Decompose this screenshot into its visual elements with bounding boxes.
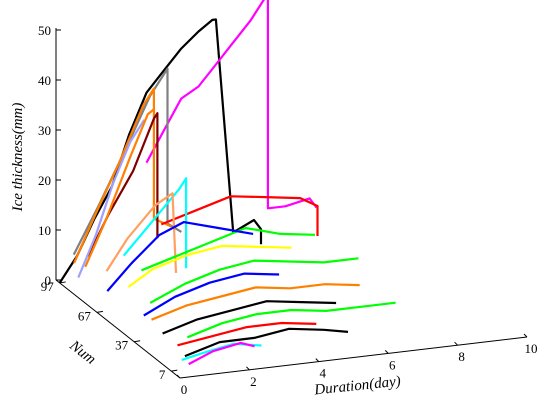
y-axis-title: Num bbox=[66, 337, 99, 368]
series-line-18 bbox=[177, 321, 317, 347]
series-line-8 bbox=[122, 177, 188, 269]
series-line-1 bbox=[145, 0, 318, 210]
x-tick-label: 10 bbox=[525, 341, 538, 356]
z-tick-label: 0 bbox=[45, 273, 52, 288]
series-line-16 bbox=[162, 300, 337, 335]
z-tick-label: 40 bbox=[38, 73, 51, 88]
series-line-10 bbox=[141, 226, 316, 272]
axes bbox=[55, 28, 528, 379]
x-tick-label: 6 bbox=[389, 357, 396, 372]
series-line-6 bbox=[77, 119, 146, 279]
x-tick-label: 4 bbox=[320, 366, 327, 381]
series-line-21 bbox=[188, 341, 255, 366]
x-tick-mark bbox=[384, 350, 389, 354]
series-line-17 bbox=[186, 301, 396, 339]
series-line-9 bbox=[105, 192, 178, 273]
y-tick-label: 97 bbox=[41, 279, 55, 294]
y-tick-mark bbox=[59, 281, 66, 284]
y-tick-label: 7 bbox=[159, 367, 166, 382]
series-line-12 bbox=[127, 244, 292, 288]
x-tick-mark bbox=[523, 333, 528, 338]
series-layer bbox=[58, 0, 396, 366]
series-line-14 bbox=[143, 272, 280, 317]
series-line-13 bbox=[149, 257, 359, 304]
y-tick-label: 37 bbox=[115, 338, 129, 353]
x-tick-mark bbox=[246, 366, 250, 371]
y-tick-mark bbox=[134, 340, 141, 343]
z-tick-label: 20 bbox=[38, 173, 51, 188]
y-tick-label: 67 bbox=[78, 308, 92, 323]
series-line-11 bbox=[106, 221, 254, 292]
series-line-7 bbox=[84, 107, 156, 268]
x-tick-mark bbox=[176, 374, 181, 379]
series-line-19 bbox=[184, 327, 349, 358]
series-line-15 bbox=[151, 283, 360, 321]
y-tick-mark bbox=[171, 369, 178, 372]
x-tick-label: 8 bbox=[458, 349, 465, 364]
series-line-5 bbox=[160, 195, 319, 236]
x-tick-label: 0 bbox=[181, 382, 188, 397]
x-tick-mark bbox=[454, 341, 458, 346]
z-axis-title: Ice thickness(mm) bbox=[10, 103, 26, 213]
x-axis-line bbox=[179, 336, 528, 379]
z-tick-label: 50 bbox=[38, 23, 51, 38]
z-tick-label: 10 bbox=[38, 223, 51, 238]
x-tick-mark bbox=[315, 358, 320, 362]
x-tick-label: 2 bbox=[250, 374, 257, 389]
z-tick-label: 30 bbox=[38, 123, 51, 138]
y-axis-line bbox=[55, 279, 181, 379]
series-line-0 bbox=[58, 18, 263, 284]
y-tick-mark bbox=[96, 310, 104, 313]
